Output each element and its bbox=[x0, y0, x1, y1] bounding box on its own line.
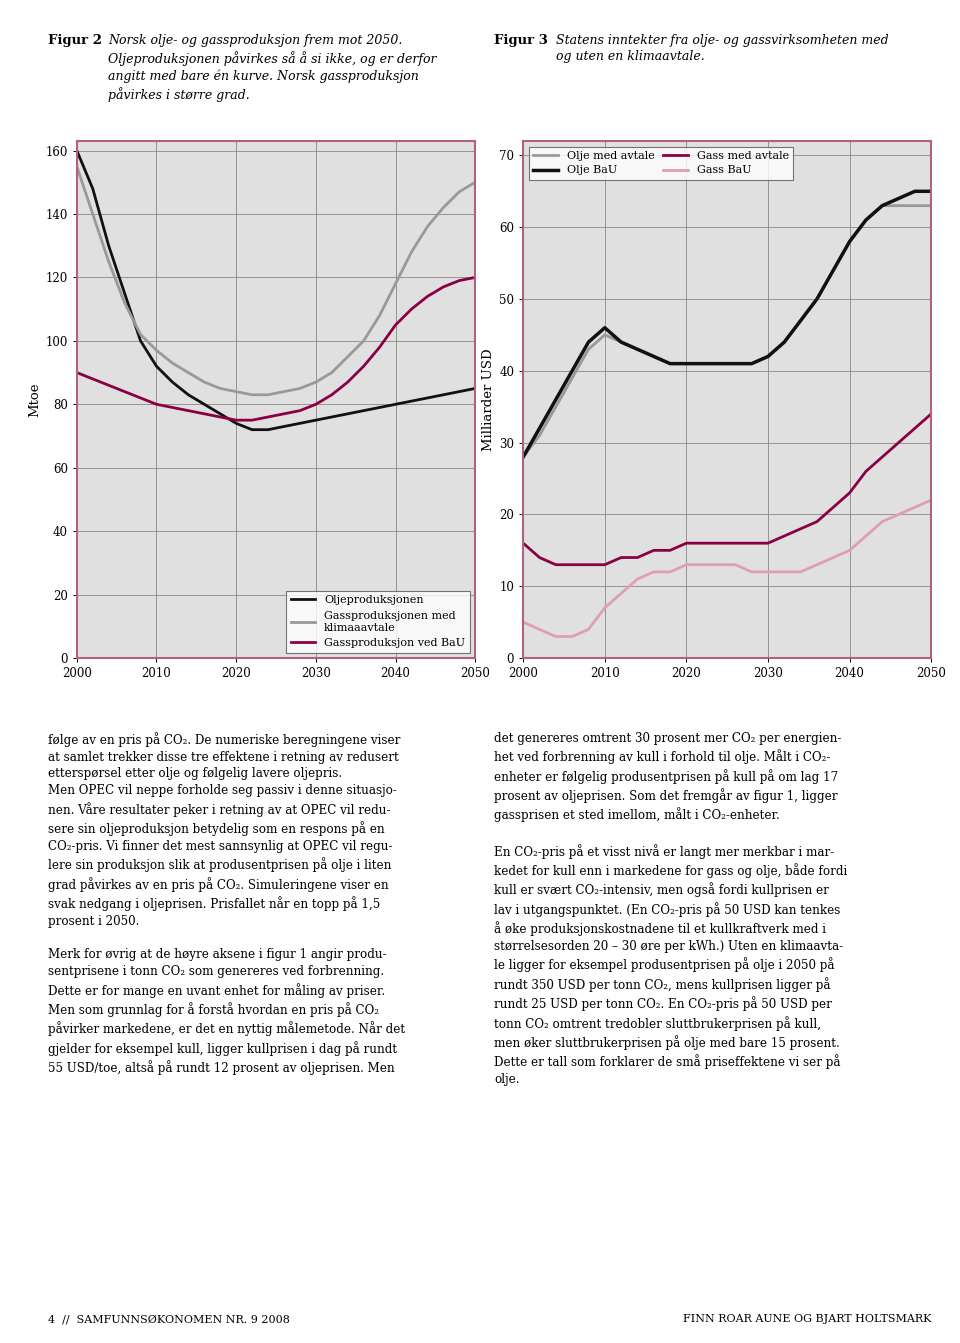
Text: Figur 3: Figur 3 bbox=[494, 34, 548, 47]
Legend: Oljeproduksjonen, Gassproduksjonen med
klimaaavtale, Gassproduksjon ved BaU: Oljeproduksjonen, Gassproduksjonen med k… bbox=[286, 591, 469, 653]
Text: det genereres omtrent 30 prosent mer CO₂ per energien-
het ved forbrenning av ku: det genereres omtrent 30 prosent mer CO₂… bbox=[494, 732, 848, 1086]
Text: Statens inntekter fra olje- og gassvirksomheten med
og uten en klimaavtale.: Statens inntekter fra olje- og gassvirks… bbox=[556, 34, 888, 63]
Text: Norsk olje- og gassproduksjon frem mot 2050.
Oljeproduksjonen påvirkes så å si i: Norsk olje- og gassproduksjon frem mot 2… bbox=[108, 34, 436, 102]
Text: FINN ROAR AUNE OG BJART HOLTSMARK: FINN ROAR AUNE OG BJART HOLTSMARK bbox=[683, 1315, 931, 1324]
Y-axis label: Mtoe: Mtoe bbox=[28, 383, 41, 416]
Text: 4  //  SAMFUNNSØKONOMEN NR. 9 2008: 4 // SAMFUNNSØKONOMEN NR. 9 2008 bbox=[48, 1315, 290, 1324]
Legend: Olje med avtale, Olje BaU, Gass med avtale, Gass BaU: Olje med avtale, Olje BaU, Gass med avta… bbox=[529, 146, 793, 180]
Text: Figur 2: Figur 2 bbox=[48, 34, 102, 47]
Text: følge av en pris på CO₂. De numeriske beregningene viser
at samlet trekker disse: følge av en pris på CO₂. De numeriske be… bbox=[48, 732, 405, 1076]
Y-axis label: Milliarder USD: Milliarder USD bbox=[482, 348, 495, 451]
